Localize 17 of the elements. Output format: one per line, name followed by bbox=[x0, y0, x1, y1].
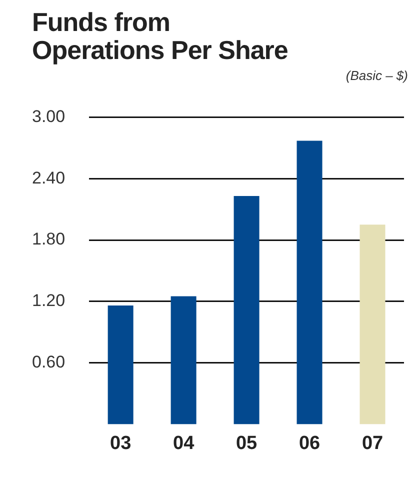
bar bbox=[108, 305, 134, 424]
bar bbox=[234, 196, 260, 424]
y-tick-label: 1.80 bbox=[32, 230, 66, 249]
bar bbox=[360, 224, 386, 424]
y-tick-label: 3.00 bbox=[32, 106, 66, 126]
x-tick-label: 04 bbox=[172, 432, 195, 454]
x-tick-label: 06 bbox=[298, 432, 320, 454]
chart-subtitle: (Basic – $) bbox=[344, 68, 408, 83]
x-tick-label: 05 bbox=[236, 432, 258, 454]
x-tick-label: 03 bbox=[110, 432, 132, 454]
chart-title: Funds from Operations Per Share bbox=[32, 7, 289, 65]
bar bbox=[296, 140, 322, 424]
y-tick-label: 0.60 bbox=[32, 352, 66, 372]
y-tick-label: 1.20 bbox=[32, 291, 66, 310]
bar bbox=[170, 296, 196, 424]
x-tick-label: 07 bbox=[362, 432, 384, 454]
y-tick-label: 2.40 bbox=[32, 168, 66, 188]
